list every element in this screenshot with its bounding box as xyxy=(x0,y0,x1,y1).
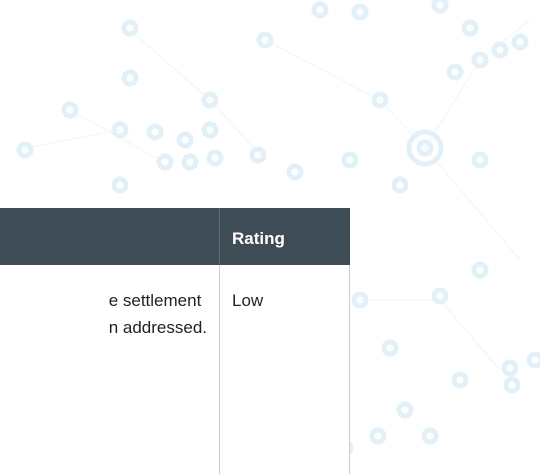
table-header: Rating xyxy=(0,208,350,265)
page: Rating e settlement n addressed. Low (()… xyxy=(0,0,540,472)
column-divider xyxy=(219,208,220,265)
table-body: e settlement n addressed. Low xyxy=(0,265,350,474)
column-divider xyxy=(219,265,220,474)
rating-cell: Low xyxy=(232,287,263,314)
header-cell: Rating xyxy=(232,229,285,249)
text-line: n addressed. xyxy=(109,314,207,341)
text-line: e settlement xyxy=(109,287,207,314)
description-cell: e settlement n addressed. xyxy=(109,287,207,341)
table: Rating e settlement n addressed. Low xyxy=(0,208,350,474)
